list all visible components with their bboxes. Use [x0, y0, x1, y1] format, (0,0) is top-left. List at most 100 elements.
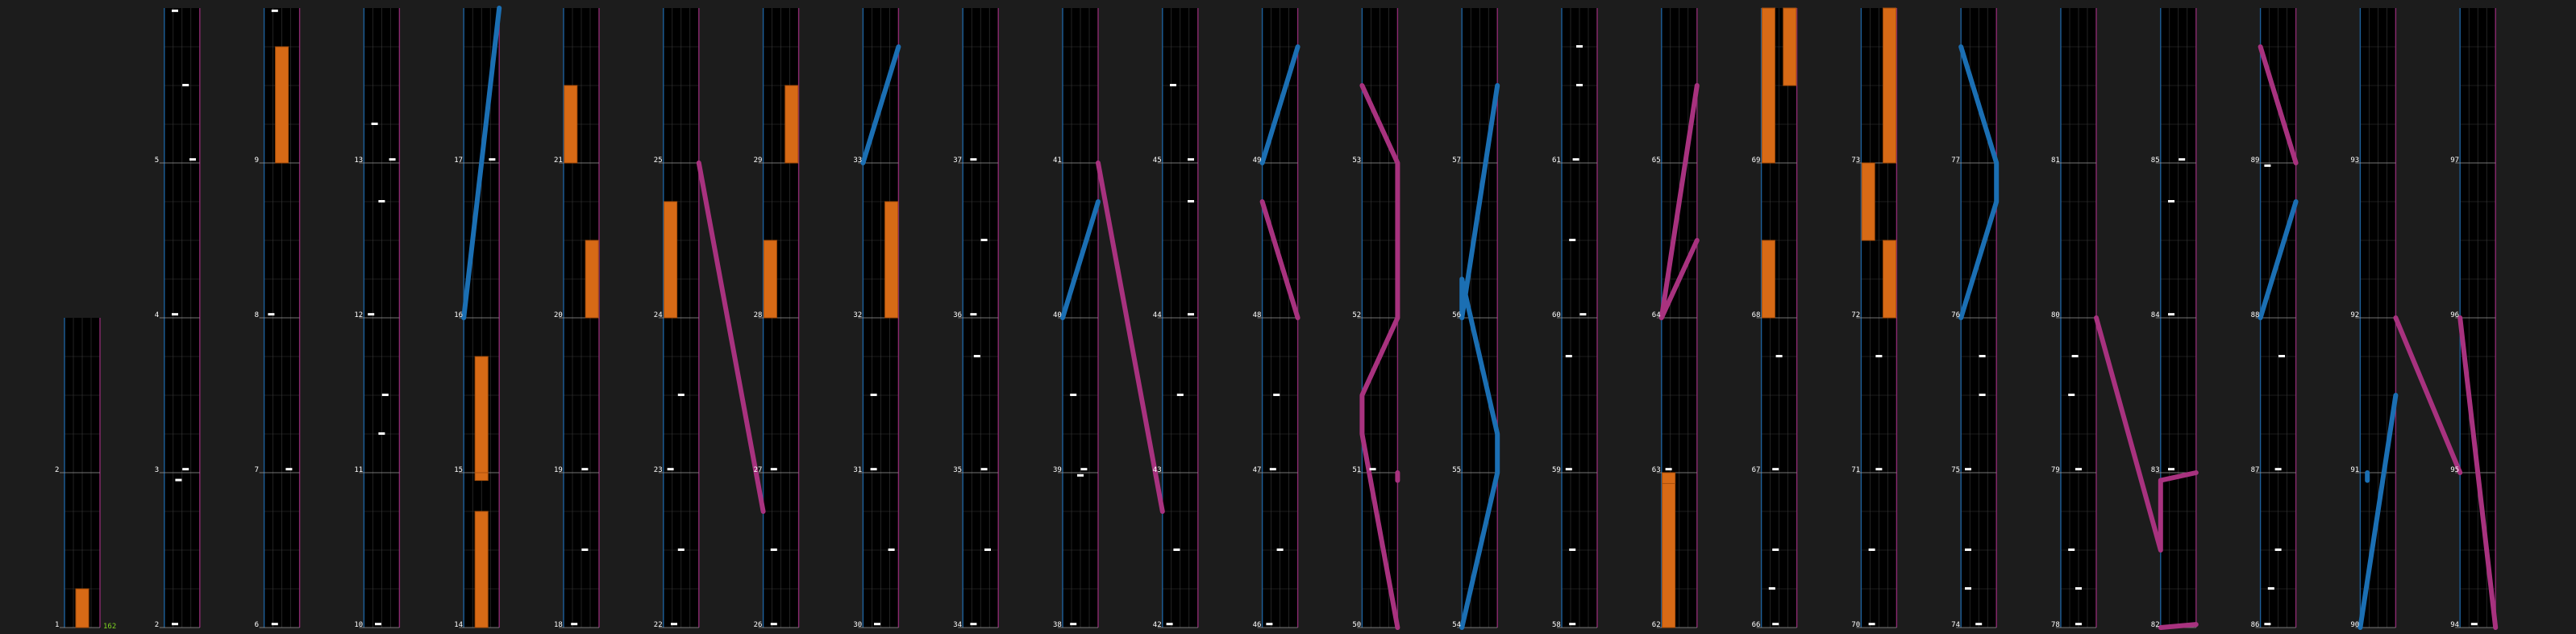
measure-number: 25 — [654, 156, 663, 165]
measure-79 — [2056, 318, 2097, 473]
tap-note-77 — [1965, 548, 1971, 551]
hold-note-13 — [1761, 240, 1775, 319]
measure-number: 5 — [155, 156, 159, 165]
measure-45 — [1157, 8, 1199, 164]
tap-note-34 — [984, 548, 991, 551]
measure-number: 60 — [1552, 311, 1561, 319]
measure-number: 58 — [1552, 621, 1561, 629]
measure-number: 26 — [754, 621, 763, 629]
tap-note-87 — [2168, 468, 2174, 471]
measure-31 — [858, 318, 900, 473]
tap-note-78 — [1965, 468, 1971, 471]
measure-13 — [359, 8, 401, 164]
tap-note-41 — [1077, 473, 1084, 477]
measure-number: 72 — [1851, 311, 1860, 319]
measure-35 — [958, 318, 999, 473]
tap-note-5 — [182, 84, 189, 86]
slide-note-11 — [1958, 44, 2000, 320]
measure-number: 84 — [2151, 311, 2160, 319]
measure-number: 82 — [2151, 621, 2160, 629]
tap-note-71 — [1868, 623, 1875, 626]
measure-6 — [259, 473, 301, 628]
tap-note-60 — [1579, 313, 1587, 316]
measure-number: 39 — [1053, 466, 1062, 474]
measure-number: 74 — [1951, 621, 1960, 629]
measure-number: 83 — [2151, 466, 2160, 474]
measure-36 — [958, 163, 999, 319]
tap-note-70 — [1775, 355, 1783, 357]
tap-note-93 — [2274, 548, 2282, 551]
measure-number: 15 — [454, 466, 463, 474]
measure-number: 95 — [2450, 466, 2459, 474]
tap-note-72 — [1868, 548, 1875, 551]
tap-note-0 — [172, 623, 178, 626]
measure-number: 61 — [1552, 156, 1561, 165]
hold-note-8 — [763, 240, 777, 319]
tap-note-19 — [571, 623, 578, 626]
tap-note-2 — [182, 468, 189, 471]
measure-3 — [159, 318, 201, 473]
tap-note-81 — [2075, 623, 2082, 626]
measure-number: 63 — [1652, 466, 1661, 474]
tap-note-6 — [172, 9, 178, 12]
tap-note-52 — [1276, 548, 1284, 551]
measure-number: 11 — [354, 466, 363, 474]
hold-note-9 — [784, 85, 799, 164]
measure-number: 23 — [654, 466, 663, 474]
tap-note-76 — [1965, 587, 1971, 590]
measure-number: 16 — [454, 311, 463, 319]
measure-number: 10 — [354, 621, 363, 629]
tap-note-48 — [1188, 200, 1194, 202]
slide-note-12 — [2094, 315, 2199, 553]
hold-note-16 — [1883, 240, 1897, 319]
slide-note-13 — [2158, 622, 2199, 630]
measure-11 — [359, 318, 401, 473]
note-layer — [172, 9, 2478, 626]
measure-67 — [1756, 318, 1798, 473]
measure-number: 88 — [2251, 311, 2260, 319]
tap-note-46 — [1176, 394, 1184, 396]
measure-number: 52 — [1352, 311, 1361, 319]
tap-note-84 — [2075, 468, 2082, 471]
measure-number: 27 — [754, 466, 763, 474]
tap-note-27 — [770, 548, 777, 551]
measure-52 — [1357, 163, 1399, 319]
measure-70 — [1856, 473, 1898, 628]
measure-number: 44 — [1153, 311, 1162, 319]
tap-note-45 — [1173, 548, 1180, 551]
tap-note-91 — [2264, 623, 2271, 626]
tap-note-20 — [581, 548, 589, 551]
measure-number: 42 — [1153, 621, 1162, 629]
measure-number: 76 — [1951, 311, 1960, 319]
hold-note-2 — [474, 511, 489, 628]
measure-number: 56 — [1452, 311, 1461, 319]
measure-59 — [1557, 318, 1598, 473]
measure-number: 34 — [953, 621, 962, 629]
tap-note-88 — [2168, 313, 2174, 316]
tap-note-74 — [1875, 355, 1883, 357]
measure-number: 69 — [1752, 156, 1761, 165]
slide-note-18 — [2393, 315, 2463, 475]
measure-number: 55 — [1452, 466, 1461, 474]
measure-8 — [259, 163, 301, 319]
measure-number: 41 — [1053, 156, 1062, 165]
measure-97 — [2455, 8, 2496, 164]
slide-note-2 — [860, 44, 901, 165]
tap-note-8 — [285, 468, 293, 471]
tap-note-30 — [888, 548, 895, 551]
slide-layer — [461, 6, 2499, 630]
measure-40 — [1058, 163, 1099, 319]
slide-note-15 — [2258, 199, 2299, 320]
tap-note-59 — [1565, 355, 1572, 357]
tap-note-1 — [175, 478, 182, 482]
slide-note-17 — [2358, 393, 2399, 630]
measure-number: 96 — [2450, 311, 2459, 319]
measure-44 — [1157, 163, 1199, 319]
measure-number: 94 — [2450, 621, 2459, 629]
measure-number: 3 — [155, 466, 159, 474]
measure-number: 17 — [454, 156, 463, 165]
tap-note-58 — [1565, 468, 1572, 471]
measure-number: 22 — [654, 621, 663, 629]
measure-39 — [1058, 318, 1099, 473]
